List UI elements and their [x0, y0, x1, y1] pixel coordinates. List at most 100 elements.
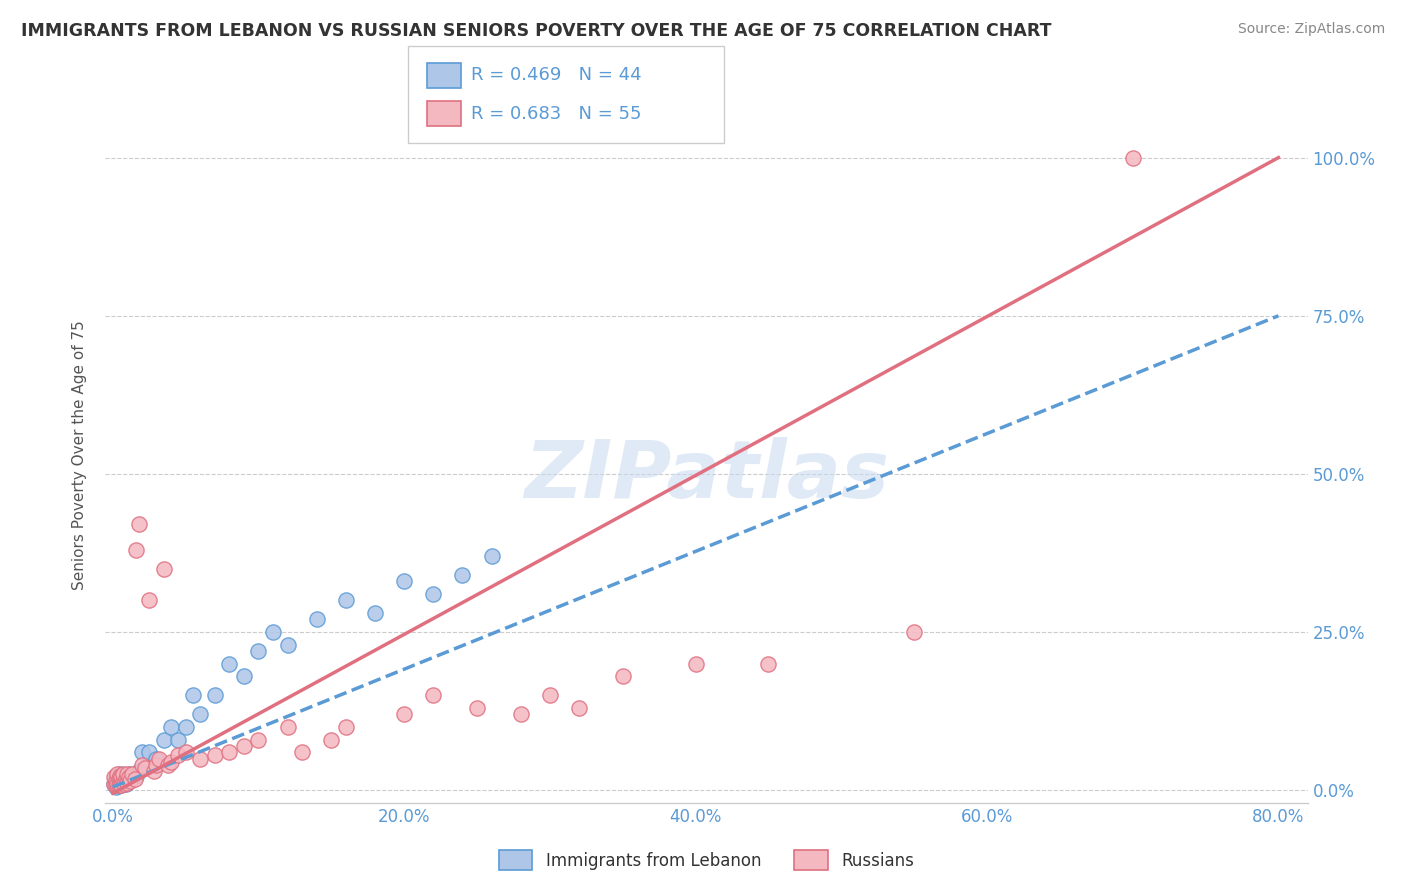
- Point: [335, 720, 357, 734]
- Point: [111, 767, 134, 781]
- Point: [685, 657, 707, 671]
- Point: [115, 777, 138, 791]
- Point: [152, 732, 174, 747]
- Point: [125, 542, 148, 557]
- Point: [218, 745, 240, 759]
- Point: [108, 775, 131, 789]
- Point: [612, 669, 634, 683]
- Point: [262, 625, 284, 640]
- Point: [451, 568, 474, 582]
- Point: [134, 761, 156, 775]
- Y-axis label: Seniors Poverty Over the Age of 75: Seniors Poverty Over the Age of 75: [72, 320, 87, 590]
- Point: [148, 751, 170, 765]
- Point: [118, 771, 141, 785]
- Point: [247, 732, 270, 747]
- Point: [124, 772, 146, 786]
- Point: [105, 777, 128, 791]
- Point: [125, 769, 148, 783]
- Point: [103, 771, 125, 785]
- Point: [128, 517, 150, 532]
- Point: [112, 772, 135, 786]
- Point: [291, 745, 314, 759]
- Point: [138, 593, 160, 607]
- Point: [364, 606, 387, 620]
- Point: [111, 773, 134, 788]
- Point: [108, 769, 131, 783]
- Point: [903, 625, 925, 640]
- Point: [112, 777, 135, 791]
- Point: [321, 732, 343, 747]
- Point: [422, 688, 444, 702]
- Point: [117, 773, 139, 788]
- Point: [124, 767, 146, 781]
- Text: IMMIGRANTS FROM LEBANON VS RUSSIAN SENIORS POVERTY OVER THE AGE OF 75 CORRELATIO: IMMIGRANTS FROM LEBANON VS RUSSIAN SENIO…: [21, 22, 1052, 40]
- Point: [167, 748, 190, 763]
- Point: [108, 767, 131, 781]
- Point: [131, 757, 153, 772]
- Point: [107, 772, 129, 786]
- Point: [110, 778, 132, 792]
- Point: [104, 773, 127, 788]
- Point: [232, 739, 254, 753]
- Point: [232, 669, 254, 683]
- Point: [104, 780, 127, 794]
- Point: [145, 751, 167, 765]
- Point: [138, 745, 160, 759]
- Point: [335, 593, 357, 607]
- Point: [218, 657, 240, 671]
- Point: [121, 771, 143, 785]
- Point: [157, 757, 180, 772]
- Point: [465, 701, 488, 715]
- Point: [152, 562, 174, 576]
- Point: [121, 767, 143, 781]
- Point: [107, 777, 129, 791]
- Point: [117, 767, 139, 781]
- Point: [568, 701, 591, 715]
- Point: [107, 772, 129, 786]
- Point: [188, 707, 211, 722]
- Text: Source: ZipAtlas.com: Source: ZipAtlas.com: [1237, 22, 1385, 37]
- Point: [160, 755, 183, 769]
- Point: [115, 772, 138, 786]
- Point: [110, 771, 132, 785]
- Point: [117, 771, 139, 785]
- Point: [111, 773, 134, 788]
- Text: R = 0.683   N = 55: R = 0.683 N = 55: [471, 104, 641, 123]
- Point: [128, 764, 150, 779]
- Legend: Immigrants from Lebanon, Russians: Immigrants from Lebanon, Russians: [491, 842, 922, 878]
- Point: [174, 745, 197, 759]
- Point: [538, 688, 561, 702]
- Point: [277, 638, 299, 652]
- Point: [104, 771, 127, 785]
- Point: [107, 778, 129, 792]
- Point: [174, 720, 197, 734]
- Point: [120, 773, 142, 788]
- Point: [188, 751, 211, 765]
- Point: [167, 732, 190, 747]
- Point: [105, 767, 128, 781]
- Point: [481, 549, 503, 563]
- Point: [422, 587, 444, 601]
- Point: [103, 777, 125, 791]
- Point: [305, 612, 328, 626]
- Text: ZIPatlas: ZIPatlas: [524, 437, 889, 515]
- Point: [145, 757, 167, 772]
- Point: [160, 720, 183, 734]
- Point: [110, 778, 132, 792]
- Point: [181, 688, 204, 702]
- Point: [105, 778, 128, 792]
- Point: [103, 777, 125, 791]
- Point: [392, 707, 415, 722]
- Point: [204, 748, 226, 763]
- Point: [392, 574, 415, 589]
- Point: [118, 767, 141, 781]
- Point: [758, 657, 780, 671]
- Point: [120, 772, 142, 786]
- Point: [1122, 151, 1144, 165]
- Point: [117, 775, 139, 789]
- Point: [277, 720, 299, 734]
- Text: R = 0.469   N = 44: R = 0.469 N = 44: [471, 66, 641, 85]
- Point: [104, 778, 127, 792]
- Point: [105, 773, 128, 788]
- Point: [131, 745, 153, 759]
